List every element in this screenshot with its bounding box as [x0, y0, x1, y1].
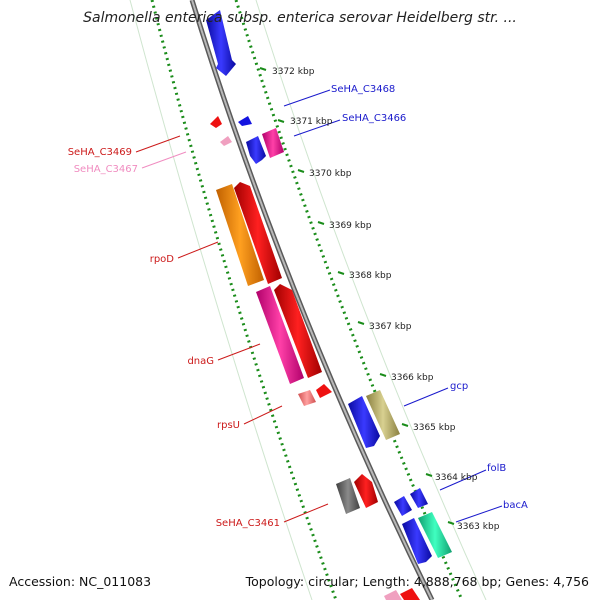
ruler-ticks	[259, 67, 455, 525]
gene-label[interactable]: folB	[487, 463, 506, 474]
gene-arrow-magenta-dnag	[256, 286, 304, 384]
gene-arrow-blue-folb-a	[394, 496, 412, 516]
tick-label: 3364 kbp	[435, 473, 478, 483]
gene-label[interactable]: rpoD	[150, 254, 175, 265]
left-ruler	[150, 0, 338, 600]
gene-label[interactable]: dnaG	[187, 356, 214, 367]
tick-label: 3366 kbp	[391, 373, 434, 383]
tick-labels: 3372 kbp 3371 kbp 3370 kbp 3369 kbp 3368…	[272, 67, 500, 532]
tick-label: 3368 kbp	[349, 271, 392, 281]
gene-label[interactable]: SeHA_C3461	[216, 518, 280, 529]
gene-arrow-red-dnag	[274, 284, 322, 378]
gene-label[interactable]: SeHA_C3466	[342, 113, 406, 124]
gene-label[interactable]: bacA	[503, 500, 528, 511]
tick-label: 3371 kbp	[290, 117, 333, 127]
gene-arrow-khaki-gcp	[366, 390, 400, 440]
genome-backbone	[189, 0, 435, 600]
gene-arrow-pink-small	[220, 136, 232, 146]
tick-label: 3365 kbp	[413, 423, 456, 433]
gene-features	[206, 10, 452, 600]
gene-arrow-red-rpsu-small	[316, 384, 332, 398]
accession-label: Accession: NC_011083	[9, 574, 151, 589]
gene-arrow-red-bottom	[400, 588, 420, 600]
tick-label: 3370 kbp	[309, 169, 352, 179]
left-guide-line	[129, 0, 313, 600]
tick-label: 3372 kbp	[272, 67, 315, 77]
gene-arrow-pink-bottom	[384, 590, 402, 600]
genome-backbone-highlight	[191, 0, 433, 600]
gene-arrow-blue-top	[206, 10, 236, 76]
tick-label: 3363 kbp	[457, 522, 500, 532]
gene-labels: SeHA_C3468 SeHA_C3466 SeHA_C3469 SeHA_C3…	[68, 84, 528, 529]
gene-arrow-red-3461	[354, 474, 378, 508]
leader-lines	[135, 89, 503, 523]
gene-arrow-blue-folb-b	[410, 488, 428, 508]
gene-label[interactable]: gcp	[450, 381, 468, 392]
gene-arrow-gray-3461	[336, 478, 360, 514]
tick-label: 3367 kbp	[369, 322, 412, 332]
map-title: Salmonella enterica subsp. enterica sero…	[83, 10, 517, 26]
gene-arrow-blue-gcp	[348, 396, 380, 448]
gene-arrow-red-small	[210, 116, 222, 128]
gene-arrow-blue-3466	[246, 136, 266, 164]
gene-arrow-blue-small	[238, 116, 252, 126]
gene-arrow-blue-baca	[402, 518, 432, 564]
gene-arrow-red-rpod	[234, 182, 282, 284]
right-guide-line	[255, 0, 487, 600]
tick-label: 3369 kbp	[329, 221, 372, 231]
gene-label[interactable]: SeHA_C3468	[331, 84, 395, 95]
gene-label[interactable]: SeHA_C3467	[74, 164, 138, 175]
gene-arrow-orange-rpod	[216, 184, 264, 286]
gene-arrow-aqua-baca	[418, 512, 452, 558]
gene-label[interactable]: SeHA_C3469	[68, 147, 132, 158]
gene-arrow-lightred-rpsu	[298, 390, 316, 406]
genome-summary: Topology: circular; Length: 4,888,768 bp…	[245, 574, 589, 589]
gene-label[interactable]: rpsU	[217, 420, 240, 431]
gene-arrow-magenta-3466	[262, 128, 284, 158]
